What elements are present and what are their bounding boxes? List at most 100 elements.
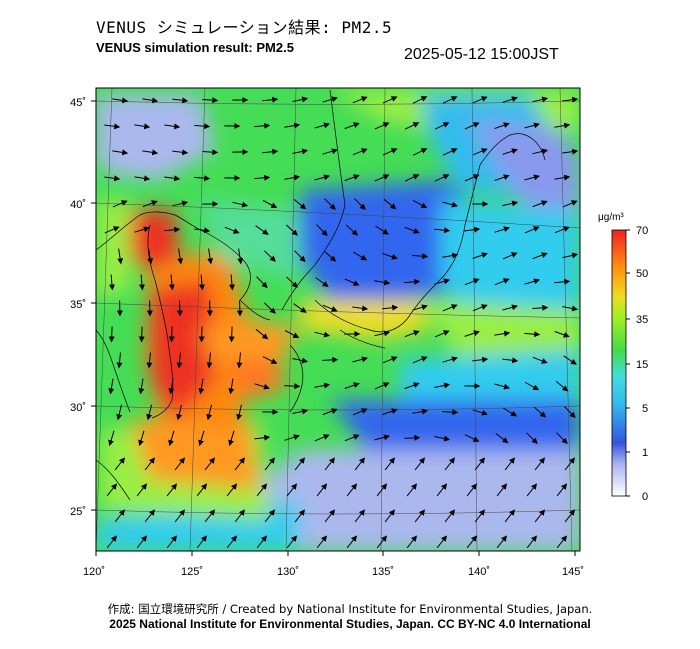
wind-arrow — [444, 457, 456, 471]
wind-arrow — [164, 175, 181, 182]
wind-arrow — [494, 278, 510, 286]
wind-arrow — [436, 535, 448, 549]
wind-arrow — [532, 304, 549, 311]
wind-arrow — [112, 97, 129, 104]
wind-arrow — [442, 304, 458, 312]
wind-arrow — [382, 356, 398, 364]
wind-arrow — [108, 274, 115, 291]
wind-arrow — [207, 248, 214, 265]
wind-arrow — [524, 381, 540, 391]
wind-arrow — [164, 226, 181, 233]
wind-arrow — [292, 357, 309, 364]
wind-arrow — [142, 200, 158, 208]
wind-arrow — [375, 225, 389, 235]
wind-arrow — [564, 509, 576, 523]
wind-arrow — [104, 175, 121, 182]
wind-arrow — [502, 200, 519, 207]
wind-arrow — [404, 122, 420, 130]
wind-arrow — [352, 356, 368, 363]
wind-arrow — [316, 483, 328, 497]
colorbar-unit: μg/m³ — [598, 212, 624, 223]
wind-arrow — [434, 122, 450, 130]
wind-arrow — [254, 383, 270, 390]
colorbar: 70 50 35 15 5 1 0 — [611, 225, 648, 503]
wind-arrow — [346, 483, 358, 497]
wind-arrow — [464, 174, 480, 182]
wind-arrow — [382, 148, 398, 156]
wind-arrow — [554, 226, 570, 234]
wind-arrow — [232, 201, 249, 208]
wind-arrow — [502, 148, 518, 155]
wind-arrow — [166, 483, 178, 497]
wind-arrow — [554, 278, 571, 285]
wind-arrow — [196, 535, 208, 549]
wind-arrow — [404, 382, 420, 390]
wind-arrow — [284, 383, 301, 390]
wind-arrow — [374, 382, 390, 390]
wind-arrow — [412, 199, 428, 209]
wind-arrow — [316, 535, 328, 549]
wind-arrow — [384, 509, 396, 523]
wind-arrow — [322, 148, 338, 155]
colorbar-label: 35 — [636, 314, 648, 326]
wind-arrow — [112, 149, 129, 156]
colorbar-label: 1 — [642, 447, 648, 459]
wind-arrow — [324, 198, 336, 211]
wind-arrow — [442, 356, 458, 363]
wind-arrow — [172, 149, 189, 156]
wind-arrow — [382, 253, 398, 260]
wind-arrow — [352, 96, 368, 104]
wind-arrow — [254, 122, 271, 129]
lon-tick-label: 120˚ — [83, 566, 105, 578]
coastlines — [96, 89, 546, 501]
wind-arrow — [138, 326, 145, 343]
wind-arrow — [262, 356, 278, 364]
wind-arrow — [406, 535, 418, 549]
wind-arrow — [292, 408, 309, 415]
wind-arrow — [142, 149, 159, 156]
wind-arrow — [412, 96, 428, 104]
wind-arrow — [198, 430, 205, 447]
wind-arrow — [236, 352, 243, 369]
map-frame — [95, 87, 581, 552]
wind-arrow — [176, 352, 183, 369]
wind-arrow — [172, 97, 189, 104]
wind-arrow — [262, 200, 278, 208]
colorbar-label: 50 — [636, 268, 648, 280]
wind-arrow — [376, 535, 388, 549]
wind-arrow — [172, 200, 189, 207]
lat-tick-label: 40˚ — [70, 199, 86, 211]
wind-arrow — [524, 278, 540, 285]
wind-arrow — [344, 382, 360, 389]
wind-arrow — [262, 96, 279, 103]
wind-arrow — [564, 406, 576, 419]
colorbar-label: 5 — [642, 403, 648, 415]
wind-arrow — [353, 251, 368, 261]
wind-arrow — [254, 434, 271, 441]
colorbar-label: 70 — [636, 225, 648, 237]
wind-arrow — [264, 457, 276, 471]
wind-arrow — [464, 122, 480, 130]
wind-arrow — [198, 326, 205, 343]
wind-arrow — [554, 174, 571, 181]
wind-arrow — [564, 457, 576, 471]
wind-vectors — [104, 96, 579, 549]
wind-arrow — [264, 250, 276, 262]
wind-arrow — [293, 198, 307, 210]
wind-arrow — [346, 535, 358, 549]
wind-arrow — [434, 278, 450, 285]
wind-arrow — [384, 457, 396, 471]
wind-arrow — [352, 408, 368, 416]
wind-arrow — [204, 509, 216, 523]
wind-arrow — [532, 200, 548, 208]
wind-arrow — [474, 457, 486, 471]
wind-arrow — [264, 509, 276, 523]
lat-tick-label: 35˚ — [70, 299, 86, 311]
wind-arrow — [374, 279, 391, 286]
wind-arrow — [142, 97, 159, 104]
wind-arrow — [382, 408, 398, 415]
wind-arrow — [285, 224, 298, 236]
wind-arrow — [174, 509, 186, 523]
lat-tick-label: 45˚ — [70, 97, 86, 109]
